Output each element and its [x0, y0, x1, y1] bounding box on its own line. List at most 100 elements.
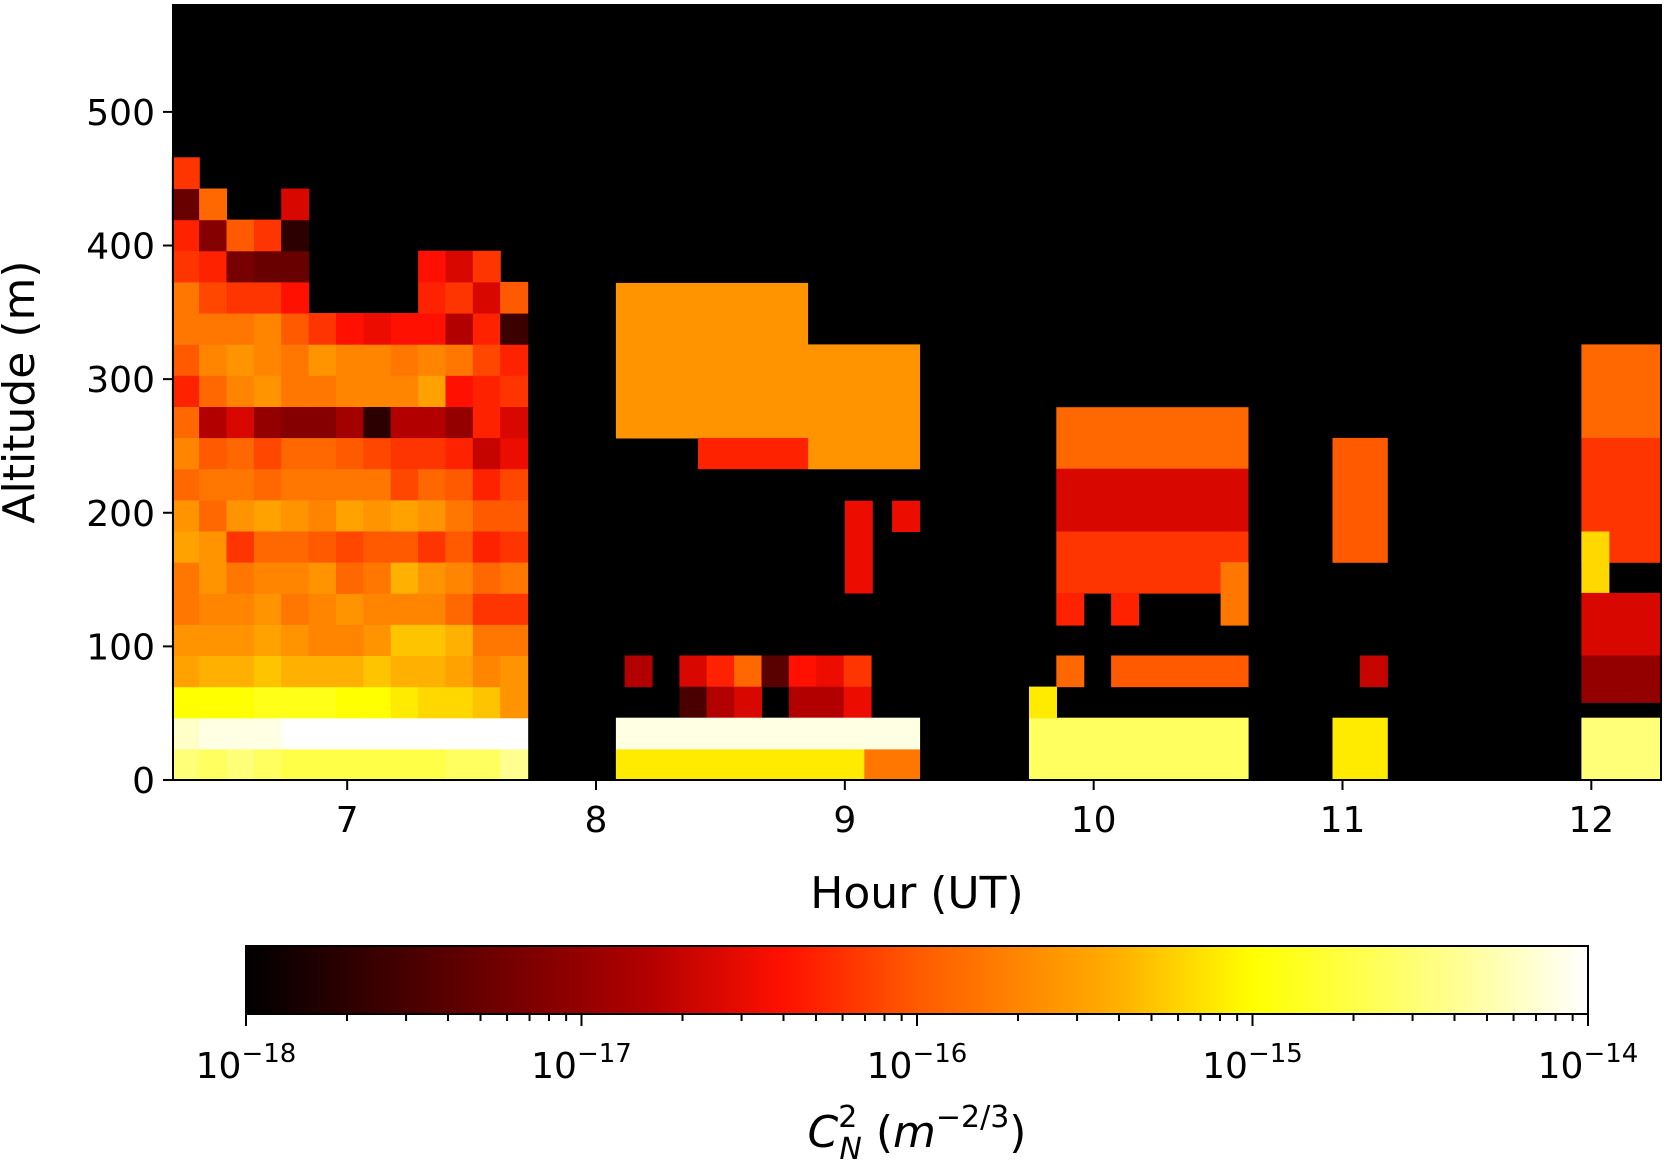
heatmap-cell	[472, 686, 501, 719]
heatmap-cell	[363, 375, 392, 407]
heatmap-cell	[472, 468, 501, 501]
heatmap-cell	[445, 344, 474, 376]
colorbar-tick-label: 10−16	[867, 1039, 968, 1087]
heatmap-cell	[226, 499, 255, 532]
heatmap-cell	[445, 748, 474, 781]
heatmap-cell	[390, 562, 419, 594]
heatmap-cell	[761, 655, 790, 688]
heatmap-cell	[253, 437, 282, 470]
heatmap-cell	[816, 655, 845, 688]
heatmap-cell	[734, 655, 763, 688]
heatmap-cell	[336, 530, 364, 563]
heatmap-cell	[445, 406, 474, 439]
heatmap-cell	[679, 686, 708, 719]
heatmap-cell	[753, 748, 783, 781]
heatmap-cell	[363, 499, 392, 532]
heatmap-cell	[1359, 655, 1388, 688]
heatmap-cell	[472, 499, 501, 532]
heatmap-cell	[226, 562, 255, 594]
heatmap-cell	[363, 406, 392, 439]
heatmap-cell	[281, 406, 310, 439]
heatmap-cell	[1056, 531, 1249, 594]
heatmap-cell	[445, 530, 474, 563]
heatmap-cell	[418, 250, 447, 283]
heatmap-cell	[445, 313, 474, 345]
heatmap-cell	[891, 748, 921, 781]
y-axis: 0 100 200 300 400 500	[86, 93, 173, 802]
heatmap-cell	[1220, 562, 1249, 626]
heatmap-cell	[472, 655, 501, 688]
heatmap-cell	[281, 250, 310, 283]
x-tick-label: 11	[1320, 800, 1366, 841]
heatmap-cell	[253, 562, 282, 594]
heatmap-cell	[281, 375, 310, 407]
heatmap-cell	[500, 313, 529, 345]
heatmap-cell	[171, 375, 200, 407]
heatmap-cell	[253, 624, 282, 656]
heatmap-cell	[1581, 592, 1662, 656]
heatmap-cell	[199, 562, 228, 594]
heatmap-cell	[1056, 655, 1085, 688]
heatmap-cell	[336, 406, 364, 439]
heatmap-cell	[281, 686, 310, 719]
heatmap-cell	[199, 344, 228, 376]
heatmap-cell	[445, 499, 474, 532]
heatmap-cell	[281, 468, 310, 501]
heatmap-cell	[445, 624, 474, 656]
heatmap-cell	[844, 500, 873, 594]
heatmap-cell	[445, 717, 474, 750]
heatmap-cell	[226, 748, 255, 781]
heatmap-cell	[500, 562, 529, 594]
heatmap-cell	[226, 281, 255, 314]
heatmap-cell	[445, 655, 474, 688]
heatmap-cell	[363, 313, 392, 345]
heatmap-cell	[363, 624, 392, 656]
heatmap-cell	[500, 686, 529, 719]
heatmap-cell	[226, 250, 255, 283]
heatmap-cell	[336, 686, 364, 719]
heatmap-cell	[390, 686, 419, 719]
heatmap-cell	[500, 468, 529, 501]
heatmap-cell	[472, 530, 501, 563]
colorbar-tick-label: 10−17	[531, 1039, 632, 1087]
heatmap-cell	[1581, 344, 1662, 439]
heatmap-cell	[308, 655, 337, 688]
heatmap-cell	[171, 188, 200, 221]
heatmap-cell	[336, 375, 364, 407]
heatmap-cell	[253, 748, 282, 781]
heatmap-cell	[472, 437, 501, 470]
heatmap-cell	[1056, 468, 1249, 533]
heatmap-cell	[809, 748, 838, 781]
heatmap-cell	[226, 624, 255, 656]
heatmap-cell	[472, 281, 501, 314]
heatmap-cell	[308, 624, 337, 656]
heatmap-cell	[281, 562, 310, 594]
heatmap-cell	[445, 250, 474, 283]
heatmap-cell	[253, 655, 282, 688]
heatmap-cell	[171, 624, 200, 656]
heatmap-cell	[308, 375, 337, 407]
x-tick-label: 9	[833, 800, 856, 841]
heatmap-cell	[253, 686, 282, 719]
heatmap-cell	[698, 437, 809, 470]
heatmap-cell	[1111, 655, 1249, 688]
heatmap-cell	[418, 655, 447, 688]
heatmap-cell	[390, 499, 419, 532]
heatmap-cell	[1056, 592, 1085, 626]
heatmap-cell	[1111, 592, 1140, 626]
heatmap-cell	[500, 499, 529, 532]
heatmap-cell	[418, 406, 447, 439]
heatmap-cell	[199, 624, 228, 656]
heatmap-cell	[308, 499, 337, 532]
y-tick-label: 500	[86, 93, 155, 134]
heatmap-cell	[500, 281, 529, 314]
heatmap-cell	[472, 250, 501, 283]
heatmap-cell	[1581, 717, 1662, 781]
heatmap-cell	[843, 686, 872, 719]
heatmap-cell	[500, 530, 529, 563]
heatmap-cell	[445, 468, 474, 501]
heatmap-cell	[472, 406, 501, 439]
heatmap-cell	[1581, 655, 1662, 703]
x-tick-label: 10	[1071, 800, 1117, 841]
heatmap-cell	[706, 686, 735, 719]
